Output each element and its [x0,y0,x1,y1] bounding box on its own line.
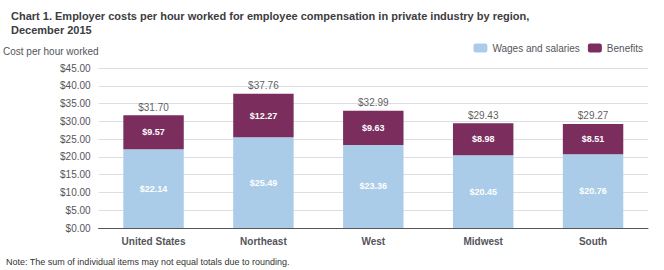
svg-text:$23.36: $23.36 [360,181,388,191]
svg-text:$45.00: $45.00 [60,63,91,74]
svg-text:$30.00: $30.00 [60,116,91,127]
svg-text:$29.43: $29.43 [468,110,499,121]
svg-text:$9.57: $9.57 [142,127,165,137]
svg-text:West: West [361,236,385,247]
svg-text:South: South [579,236,607,247]
svg-text:$37.76: $37.76 [248,80,279,91]
svg-text:$0.00: $0.00 [66,223,91,234]
svg-text:United States: United States [122,236,186,247]
svg-text:$9.63: $9.63 [362,123,385,133]
svg-text:$32.99: $32.99 [358,97,389,108]
svg-text:$29.27: $29.27 [578,110,609,121]
svg-text:Note: The sum of individual it: Note: The sum of individual items may no… [6,257,290,267]
svg-text:$8.51: $8.51 [582,134,605,144]
svg-text:Wages and salaries: Wages and salaries [492,43,579,54]
svg-text:$8.98: $8.98 [472,134,495,144]
svg-text:Cost per hour worked: Cost per hour worked [3,46,99,57]
svg-text:December 2015: December 2015 [11,24,92,36]
svg-text:$40.00: $40.00 [60,80,91,91]
svg-text:$12.27: $12.27 [250,111,278,121]
svg-text:$25.00: $25.00 [60,134,91,145]
svg-text:$25.49: $25.49 [250,178,278,188]
svg-text:Chart 1. Employer costs per ho: Chart 1. Employer costs per hour worked … [11,10,529,22]
svg-text:$5.00: $5.00 [66,205,91,216]
svg-text:Benefits: Benefits [607,43,643,54]
svg-text:$35.00: $35.00 [60,98,91,109]
svg-text:Northeast: Northeast [240,236,287,247]
svg-text:$15.00: $15.00 [60,169,91,180]
svg-text:$20.45: $20.45 [469,187,497,197]
svg-text:Midwest: Midwest [463,236,503,247]
svg-text:$22.14: $22.14 [140,184,168,194]
svg-text:$31.70: $31.70 [138,102,169,113]
svg-text:$20.00: $20.00 [60,151,91,162]
svg-text:$20.76: $20.76 [579,186,607,196]
svg-text:$10.00: $10.00 [60,187,91,198]
